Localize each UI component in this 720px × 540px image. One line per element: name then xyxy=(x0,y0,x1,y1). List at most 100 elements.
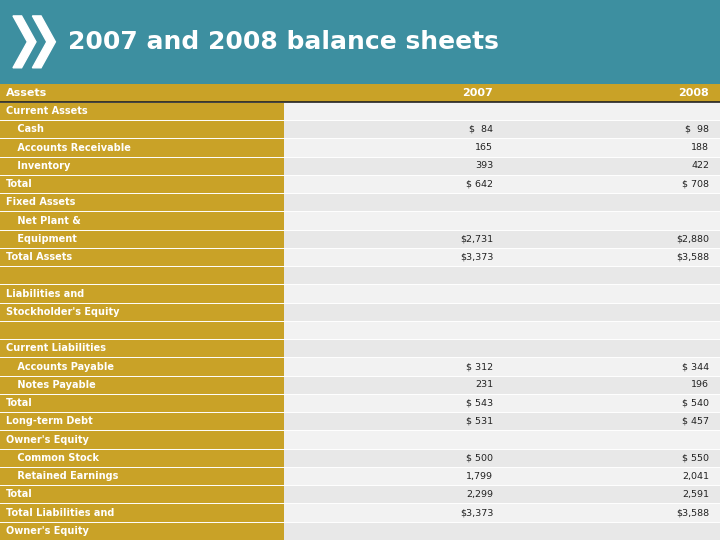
Bar xyxy=(284,138,504,157)
Bar xyxy=(504,84,720,102)
Text: Assets: Assets xyxy=(6,88,47,98)
Bar xyxy=(504,485,720,503)
Text: 2,041: 2,041 xyxy=(683,471,709,481)
Bar xyxy=(284,248,504,266)
Text: 196: 196 xyxy=(691,380,709,389)
Bar xyxy=(284,485,504,503)
Bar xyxy=(0,303,284,321)
Bar xyxy=(504,303,720,321)
Text: 231: 231 xyxy=(475,380,493,389)
Text: $ 457: $ 457 xyxy=(683,417,709,426)
Text: Equipment: Equipment xyxy=(14,234,77,244)
Bar xyxy=(504,175,720,193)
Bar xyxy=(0,522,284,540)
Bar xyxy=(0,230,284,248)
Bar xyxy=(284,230,504,248)
Bar xyxy=(284,394,504,412)
Text: $ 500: $ 500 xyxy=(467,454,493,462)
Bar xyxy=(504,522,720,540)
Bar xyxy=(504,230,720,248)
Bar xyxy=(284,430,504,449)
Bar xyxy=(0,84,284,102)
Bar xyxy=(504,102,720,120)
Bar xyxy=(504,120,720,138)
Bar xyxy=(0,394,284,412)
Bar xyxy=(0,503,284,522)
Bar xyxy=(504,212,720,230)
Bar xyxy=(0,321,284,339)
Text: 2008: 2008 xyxy=(678,88,709,98)
Bar xyxy=(504,412,720,430)
Bar xyxy=(504,266,720,285)
Bar xyxy=(284,193,504,212)
Bar xyxy=(0,193,284,212)
Bar xyxy=(284,120,504,138)
Text: $2,880: $2,880 xyxy=(676,234,709,244)
Polygon shape xyxy=(32,16,55,68)
Text: Inventory: Inventory xyxy=(14,161,71,171)
Text: $3,588: $3,588 xyxy=(676,508,709,517)
Bar xyxy=(284,412,504,430)
Text: Total: Total xyxy=(6,179,32,189)
Bar xyxy=(0,157,284,175)
Text: Cash: Cash xyxy=(14,124,44,134)
Bar xyxy=(284,175,504,193)
Bar xyxy=(0,467,284,485)
Bar xyxy=(284,157,504,175)
Text: Common Stock: Common Stock xyxy=(14,453,99,463)
Bar xyxy=(284,339,504,357)
Bar xyxy=(504,339,720,357)
Text: Owner's Equity: Owner's Equity xyxy=(6,526,89,536)
Bar xyxy=(284,449,504,467)
Text: 422: 422 xyxy=(691,161,709,170)
Text: Liabilities and: Liabilities and xyxy=(6,288,84,299)
Text: $  84: $ 84 xyxy=(469,125,493,134)
Bar xyxy=(284,102,504,120)
Text: Stockholder's Equity: Stockholder's Equity xyxy=(6,307,120,317)
Bar xyxy=(284,84,504,102)
Bar xyxy=(504,449,720,467)
Text: Accounts Receivable: Accounts Receivable xyxy=(14,143,131,153)
Text: $ 531: $ 531 xyxy=(466,417,493,426)
Text: Current Assets: Current Assets xyxy=(6,106,87,116)
Text: Notes Payable: Notes Payable xyxy=(14,380,96,390)
Bar xyxy=(504,357,720,376)
Bar xyxy=(504,503,720,522)
Text: 2,591: 2,591 xyxy=(683,490,709,499)
Text: $ 550: $ 550 xyxy=(683,454,709,462)
Text: $ 543: $ 543 xyxy=(466,399,493,408)
Bar xyxy=(284,321,504,339)
Bar xyxy=(0,266,284,285)
Text: Current Liabilities: Current Liabilities xyxy=(6,343,106,353)
Text: 2,299: 2,299 xyxy=(467,490,493,499)
Text: 165: 165 xyxy=(475,143,493,152)
Bar xyxy=(284,212,504,230)
Bar xyxy=(284,503,504,522)
Bar xyxy=(0,175,284,193)
Bar xyxy=(284,376,504,394)
Bar xyxy=(504,394,720,412)
Bar xyxy=(0,412,284,430)
Bar xyxy=(0,120,284,138)
Bar xyxy=(0,248,284,266)
Text: Owner's Equity: Owner's Equity xyxy=(6,435,89,444)
Text: Long-term Debt: Long-term Debt xyxy=(6,416,92,427)
Text: $3,588: $3,588 xyxy=(676,253,709,261)
Text: $ 344: $ 344 xyxy=(682,362,709,371)
Text: Total: Total xyxy=(6,398,32,408)
Text: $3,373: $3,373 xyxy=(460,508,493,517)
Text: 2007 and 2008 balance sheets: 2007 and 2008 balance sheets xyxy=(68,30,499,54)
Text: $2,731: $2,731 xyxy=(460,234,493,244)
Bar xyxy=(284,467,504,485)
Text: 1,799: 1,799 xyxy=(467,471,493,481)
Text: Total Liabilities and: Total Liabilities and xyxy=(6,508,114,518)
Bar xyxy=(0,357,284,376)
Bar xyxy=(0,485,284,503)
Bar xyxy=(0,430,284,449)
Bar xyxy=(284,285,504,303)
Bar xyxy=(0,449,284,467)
Bar xyxy=(504,321,720,339)
Bar xyxy=(284,266,504,285)
Text: Fixed Assets: Fixed Assets xyxy=(6,197,75,207)
Text: 188: 188 xyxy=(691,143,709,152)
